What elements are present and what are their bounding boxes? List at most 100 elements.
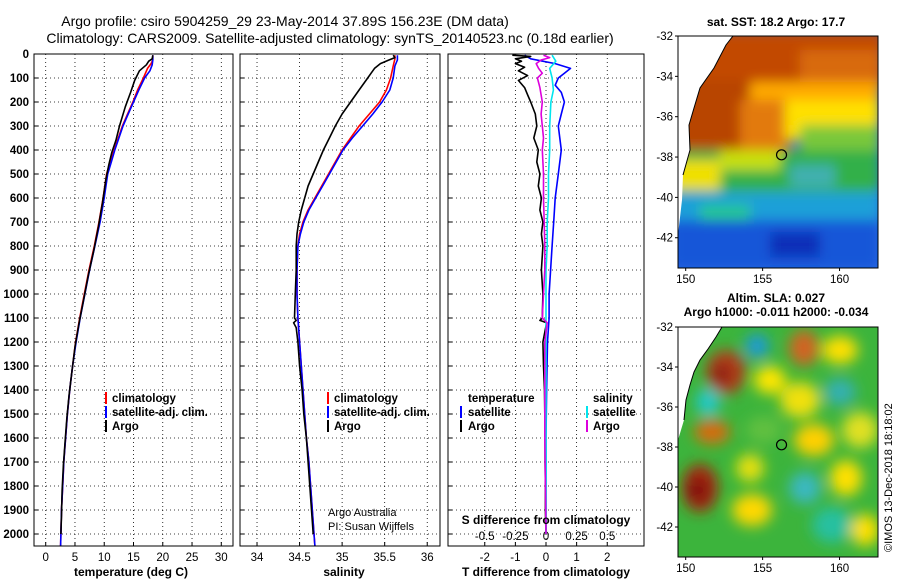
temperature-panel: 0 5 10 15 20 25 30 [33,53,234,564]
map-lon-label: 160 [830,274,849,286]
map-lat-label: -34 [656,71,673,83]
salinity-legend: climatology satellite-adj. clim. Argo [327,392,430,433]
depth-tick-label: 1300 [3,361,29,373]
sdiff-xlabel: S difference from climatology [462,513,631,527]
sla-land [678,327,722,440]
map-lat-label: -32 [656,31,673,43]
depth-tick-label: 400 [10,145,29,157]
series-line-t-argo [512,54,548,535]
sla-coastline [683,327,723,421]
x-tick-label: -2 [480,552,490,564]
secondary-x-tick-label: 0.25 [565,531,587,543]
depth-tick-label: 1500 [3,409,29,421]
legend-label-s-argo: Argo [593,421,620,433]
legend-title-temperature: temperature [468,393,534,405]
temperature-legend: climatology satellite-adj. clim. Argo [105,392,208,433]
map-lat-label: -38 [656,442,673,454]
depth-tick-label: 0 [23,49,29,61]
series-line-argo [292,54,396,535]
sla-map-title: Altim. SLA: 0.027 [727,291,825,305]
map-lat-label: -36 [656,112,673,124]
x-tick-label: 34.5 [288,552,310,564]
depth-tick-label: 1000 [3,289,29,301]
depth-tick-label: 500 [10,169,29,181]
plot-frame [33,53,234,547]
credit-line1: Argo Australia [328,507,397,519]
salinity-panel: 34 34.5 35 35.5 36 [239,53,441,564]
map-lat-label: -38 [656,152,673,164]
credit-line2: PI: Susan Wijffels [328,521,414,533]
map-lat-label: -42 [656,522,673,534]
legend-label-s-satellite: satellite [593,407,636,419]
series-line-s-argo [535,54,551,535]
sla-map [677,326,879,558]
depth-tick-label: 1200 [3,337,29,349]
series-line-satellite-adj-clim- [59,55,154,547]
sla-argo-marker [775,439,788,451]
series-line-climatology [296,55,396,547]
sst-map [677,35,879,269]
imos-watermark: ©IMOS 13-Dec-2018 18:18:02 [883,403,895,552]
legend-label-climatology: climatology [112,393,177,405]
legend-title-salinity: salinity [593,393,633,405]
x-tick-label: 35 [336,552,349,564]
x-tick-label: 15 [127,552,140,564]
map-lon-label: 160 [830,563,849,575]
depth-tick-label: 100 [10,73,29,85]
depth-tick-label: 800 [10,241,29,253]
x-tick-label: 1 [573,552,579,564]
x-tick-label: 35.5 [373,552,395,564]
figure-title-line1: Argo profile: csiro 5904259_29 23-May-20… [61,13,509,29]
depth-tick-label: 1800 [3,481,29,493]
sla-map-subtitle: Argo h1000: -0.011 h2000: -0.034 [684,305,869,319]
secondary-x-tick-label: 0 [543,531,549,543]
series-line-s-satellite [545,54,557,534]
map-lon-label: 150 [676,274,695,286]
sst-land [678,36,733,235]
difference-legend: temperature satellite Argo salinity sate… [460,393,636,433]
secondary-x-tick-label: 0.5 [599,531,615,543]
salinity-xlabel: salinity [323,565,365,579]
depth-tick-label: 1900 [3,505,29,517]
legend-label-argo: Argo [334,421,361,433]
map-lon-label: 150 [676,563,695,575]
map-lat-label: -36 [656,402,673,414]
map-lon-label: 155 [753,274,772,286]
series-line-t-satellite [524,54,572,534]
depth-axis-labels: 0 100 200 300 400 500 600 700 800 900 1000 1100 1200… [3,49,29,541]
plot-frame [239,53,441,547]
sla-map-ticks: -32 -34 -36 -38 -40 -42 150 155 160 [656,322,849,575]
depth-tick-label: 1700 [3,457,29,469]
depth-tick-label: 900 [10,265,29,277]
x-tick-label: 34 [251,552,264,564]
sst-field [678,36,878,268]
legend-label-t-satellite: satellite [468,407,511,419]
figure-title-line2: Climatology: CARS2009. Satellite-adjuste… [46,30,613,46]
depth-tick-label: 700 [10,217,29,229]
map-lat-label: -32 [656,322,673,334]
x-tick-label: 30 [215,552,228,564]
map-lat-label: -40 [656,192,673,204]
temperature-xlabel: temperature (deg C) [74,565,188,579]
depth-tick-label: 1600 [3,433,29,445]
depth-tick-label: 200 [10,97,29,109]
legend-label-t-argo: Argo [468,421,495,433]
difference-panel: -2 -1 0 1 2 -0.5 -0.25 0 0.25 0.5 [447,53,645,564]
sst-argo-marker [775,149,788,161]
secondary-x-tick-label: -0.5 [475,531,495,543]
secondary-x-tick-label: -0.25 [502,531,528,543]
depth-tick-label: 1400 [3,385,29,397]
legend-label-climatology: climatology [334,393,399,405]
tdiff-xlabel: T difference from climatology [462,565,630,579]
depth-tick-label: 2000 [3,529,29,541]
sst-map-title: sat. SST: 18.2 Argo: 17.7 [707,15,846,29]
legend-label-satellite: satellite-adj. clim. [334,407,430,419]
depth-tick-label: 300 [10,121,29,133]
sst-map-ticks: -32 -34 -36 -38 -40 -42 150 155 160 [656,31,849,286]
sst-coastline [682,36,734,176]
x-tick-label: 2 [604,552,610,564]
series-line-argo [60,55,154,535]
depth-tick-label: 600 [10,193,29,205]
x-tick-label: 0 [543,552,549,564]
